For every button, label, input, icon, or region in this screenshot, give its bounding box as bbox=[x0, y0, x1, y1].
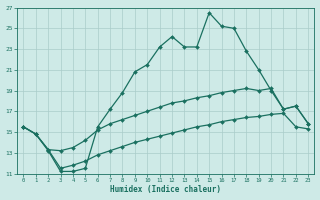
X-axis label: Humidex (Indice chaleur): Humidex (Indice chaleur) bbox=[110, 185, 221, 194]
